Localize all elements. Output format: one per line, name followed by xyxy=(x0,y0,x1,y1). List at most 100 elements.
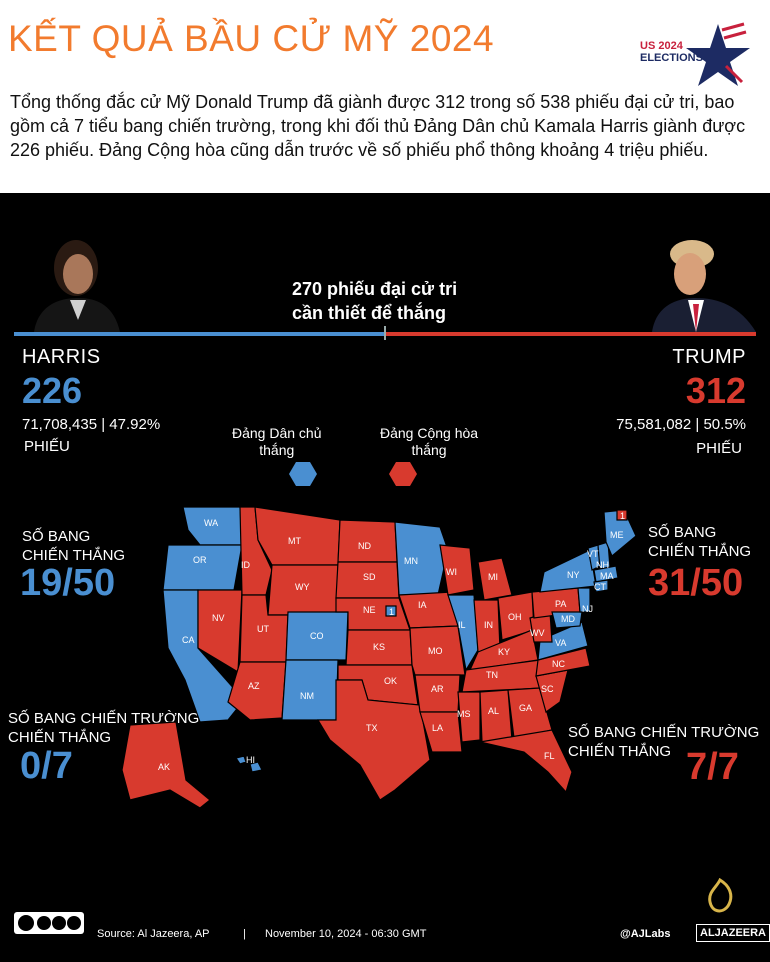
state-LA xyxy=(419,711,463,753)
state-MN xyxy=(394,521,449,596)
state-TX xyxy=(316,679,431,801)
state-AZ xyxy=(227,661,287,721)
trump-states-label: SỐ BANG CHIẾN THẮNG xyxy=(648,523,751,561)
legend-rep: Đảng Cộng hòa thắng xyxy=(380,425,478,459)
trump-electoral-votes: 312 xyxy=(685,370,746,411)
harris-swing-won: 0/7 xyxy=(20,745,73,787)
harris-swing-label: SỐ BANG CHIẾN TRƯỜNG CHIẾN THẮNG xyxy=(8,709,199,747)
state-FL xyxy=(479,729,573,794)
legend-rep-line2: thắng xyxy=(411,442,447,458)
svg-text:VT: VT xyxy=(587,549,599,559)
svg-text:NJ: NJ xyxy=(582,604,593,614)
trump-swing-label-1: SỐ BANG CHIẾN TRƯỜNG xyxy=(568,724,760,741)
state-AK xyxy=(121,721,211,809)
svg-text:OR: OR xyxy=(193,555,207,565)
svg-text:ND: ND xyxy=(358,541,371,551)
ne-split-marker xyxy=(385,605,397,617)
state-MS xyxy=(457,691,481,743)
svg-text:SC: SC xyxy=(541,684,554,694)
state-MD xyxy=(551,611,583,629)
svg-text:NV: NV xyxy=(212,613,225,623)
svg-text:MI: MI xyxy=(488,572,498,582)
svg-text:GA: GA xyxy=(519,703,532,713)
svg-text:NM: NM xyxy=(300,691,314,701)
trump-states-label-1: SỐ BANG xyxy=(648,524,717,541)
state-OR xyxy=(162,544,243,591)
svg-text:MA: MA xyxy=(600,571,614,581)
svg-text:PA: PA xyxy=(555,599,566,609)
svg-text:MN: MN xyxy=(404,556,418,566)
state-IL xyxy=(447,594,479,672)
threshold-line1: 270 phiếu đại cử tri xyxy=(292,279,458,299)
harris-swing-label-2: CHIẾN THẮNG xyxy=(8,729,112,746)
svg-text:OH: OH xyxy=(508,612,522,622)
creative-commons-icon xyxy=(14,912,84,934)
svg-text:AL: AL xyxy=(488,706,499,716)
star-icon xyxy=(686,22,750,86)
svg-text:CA: CA xyxy=(182,635,195,645)
trump-swing-label-2: CHIẾN THẮNG xyxy=(568,743,672,760)
state-CT xyxy=(593,579,609,593)
svg-text:IL: IL xyxy=(458,620,466,630)
svg-text:TX: TX xyxy=(366,723,378,733)
svg-text:CO: CO xyxy=(310,631,324,641)
svg-text:HI: HI xyxy=(246,755,255,765)
svg-text:NY: NY xyxy=(567,570,580,580)
svg-text:WY: WY xyxy=(295,582,310,592)
dem-hexagon-icon xyxy=(289,462,317,486)
svg-text:AZ: AZ xyxy=(248,681,260,691)
harris-swing-label-1: SỐ BANG CHIẾN TRƯỜNG xyxy=(8,710,200,727)
harris-portrait xyxy=(34,240,120,332)
us-2024-elections-logo: US 2024 ELECTIONS xyxy=(640,22,750,86)
date-label: November 10, 2024 - 06:30 GMT xyxy=(265,928,427,940)
aljazeera-emblem-icon xyxy=(708,878,733,913)
page-title: KẾT QUẢ BẦU CỬ MỸ 2024 xyxy=(8,18,495,59)
me-split-label: 1 xyxy=(620,511,625,521)
me-split-marker xyxy=(616,509,628,521)
harris-states-label-1: SỐ BANG xyxy=(22,528,91,545)
svg-text:NE: NE xyxy=(363,605,376,615)
svg-text:MT: MT xyxy=(288,536,301,546)
svg-text:MS: MS xyxy=(457,709,471,719)
svg-text:NC: NC xyxy=(552,659,565,669)
svg-text:KS: KS xyxy=(373,642,385,652)
svg-text:ME: ME xyxy=(610,530,624,540)
logo-line1: US 2024 xyxy=(640,40,683,52)
state-VA xyxy=(537,621,589,661)
trump-name: TRUMP xyxy=(672,346,746,368)
logo-line2: ELECTIONS xyxy=(640,52,703,64)
harris-states-won: 19/50 xyxy=(20,562,116,604)
threshold-line2: cần thiết để thắng xyxy=(292,303,447,323)
svg-text:MD: MD xyxy=(561,614,575,624)
trump-swing-won: 7/7 xyxy=(686,746,739,788)
legend-dem: Đảng Dân chủ thắng xyxy=(232,425,322,459)
svg-text:CT: CT xyxy=(594,582,606,592)
svg-text:UT: UT xyxy=(257,624,269,634)
trump-portrait xyxy=(652,240,756,332)
svg-text:WA: WA xyxy=(204,518,218,528)
svg-text:NH: NH xyxy=(596,560,609,570)
threshold-label: 270 phiếu đại cử tri cần thiết để thắng xyxy=(292,277,457,325)
harris-electoral-votes: 226 xyxy=(22,370,83,411)
state-NM xyxy=(281,659,339,721)
trump-votes-label: PHIẾU xyxy=(696,440,742,457)
state-AL xyxy=(479,689,513,743)
legend-dem-line1: Đảng Dân chủ xyxy=(232,425,322,441)
svg-text:AK: AK xyxy=(158,762,170,772)
state-NY xyxy=(539,549,597,593)
intro-text: Tổng thống đắc cử Mỹ Donald Trump đã già… xyxy=(10,92,746,160)
harris-states-label: SỐ BANG CHIẾN THẮNG xyxy=(22,527,125,565)
footer-separator: | xyxy=(243,928,246,940)
svg-text:SD: SD xyxy=(363,572,376,582)
harris-votes-label: PHIẾU xyxy=(24,438,70,455)
trump-states-label-2: CHIẾN THẮNG xyxy=(648,543,752,560)
header-panel xyxy=(0,0,770,193)
harris-states-label-2: CHIẾN THẮNG xyxy=(22,547,126,564)
aljazeera-brand: ALJAZEERA xyxy=(696,924,770,942)
svg-text:ID: ID xyxy=(241,560,251,570)
svg-text:TN: TN xyxy=(486,670,498,680)
state-HI xyxy=(235,755,263,773)
legend-dem-line2: thắng xyxy=(259,442,295,458)
state-WI xyxy=(439,544,475,596)
svg-text:MO: MO xyxy=(428,646,443,656)
